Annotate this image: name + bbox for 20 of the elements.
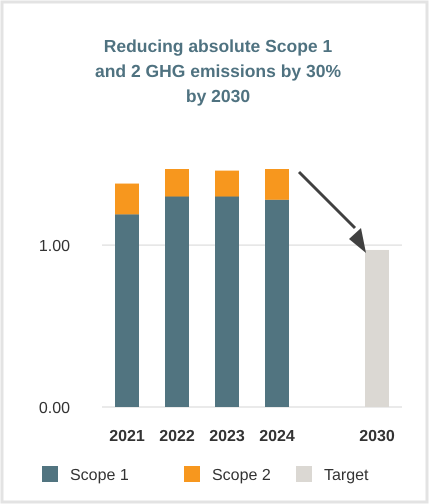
chart-title: Reducing absolute Scope 1 and 2 GHG emissions by 30% by 2030 xyxy=(94,36,342,106)
x-tick-label: 2022 xyxy=(159,428,195,445)
x-tick-label: 2023 xyxy=(209,428,245,445)
bar xyxy=(165,196,189,407)
bar xyxy=(365,250,389,407)
legend-label: Scope 1 xyxy=(70,467,129,484)
x-tick-label: 2024 xyxy=(259,428,295,445)
x-tick-label: 2030 xyxy=(359,428,395,445)
legend-label: Scope 2 xyxy=(212,467,271,484)
bar xyxy=(165,169,189,197)
x-tick-label: 2021 xyxy=(109,428,145,445)
bar xyxy=(215,196,239,407)
bar xyxy=(115,214,139,407)
bar xyxy=(115,184,139,214)
legend-label: Target xyxy=(324,467,370,484)
bar xyxy=(265,169,289,200)
y-tick-label: 1.00 xyxy=(38,238,70,256)
y-tick-label: 0.00 xyxy=(38,400,70,417)
bar xyxy=(215,170,239,197)
bar xyxy=(265,200,289,407)
